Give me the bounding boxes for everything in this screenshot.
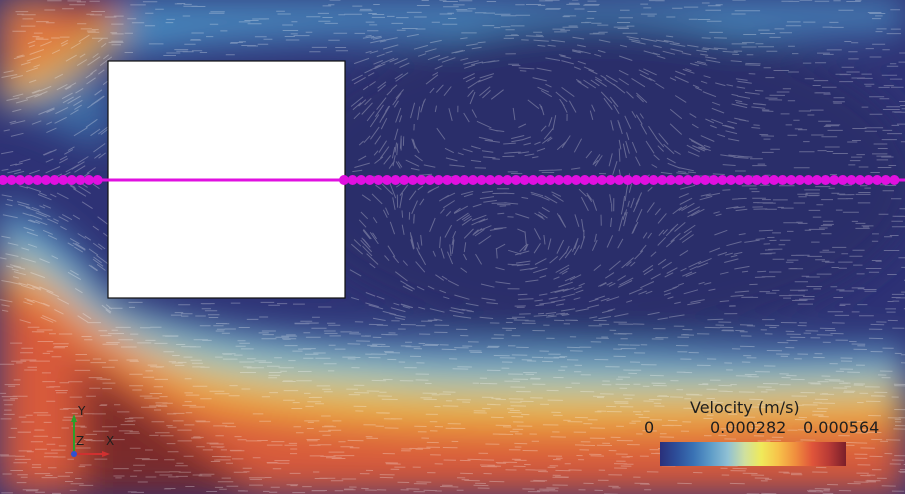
probe-point: [485, 175, 496, 185]
probe-point: [760, 175, 771, 185]
probe-point: [92, 175, 103, 185]
probe-point: [75, 175, 86, 185]
probe-point: [511, 175, 521, 185]
axes-triad-icon: [71, 414, 110, 457]
probe-point: [0, 175, 8, 185]
probe-point: [880, 175, 891, 185]
legend-tick-mid: 0.000282: [710, 418, 787, 437]
probe-point: [597, 175, 607, 185]
probe-point: [399, 175, 410, 185]
color-legend: Velocity (m/s) 0 0.000282 0.000564: [640, 396, 890, 476]
probe-point: [347, 175, 358, 185]
probe-point: [751, 175, 762, 185]
probe-point: [554, 175, 564, 185]
probe-point: [837, 175, 848, 185]
axis-z-label: Z: [76, 434, 85, 448]
probe-point: [32, 175, 43, 185]
probe-point: [364, 175, 375, 185]
legend-tick-max: 0.000564: [803, 418, 880, 437]
probe-point: [84, 175, 94, 185]
probe-point: [407, 175, 418, 185]
probe-point: [700, 175, 711, 185]
probe-point: [588, 175, 599, 185]
legend-tick-min: 0: [644, 418, 655, 437]
probe-point: [459, 175, 470, 185]
probe-point: [493, 175, 504, 185]
probe-point: [674, 175, 685, 185]
probe-point: [614, 175, 625, 185]
probe-point: [726, 175, 736, 185]
probe-point: [734, 175, 745, 185]
probe-point: [769, 175, 779, 185]
probe-point: [425, 175, 435, 185]
axis-x-label: X: [106, 434, 115, 448]
probe-point: [528, 175, 539, 185]
probe-point: [382, 175, 392, 185]
probe-point: [416, 175, 427, 185]
probe-point: [743, 175, 754, 185]
probe-point: [683, 175, 693, 185]
orientation-axes: Y Z X: [60, 400, 120, 464]
probe-point: [390, 175, 401, 185]
probe-point: [562, 175, 573, 185]
probe-point: [829, 175, 840, 185]
probe-point: [433, 175, 444, 185]
probe-point: [579, 175, 590, 185]
probe-point: [373, 175, 384, 185]
probe-point: [786, 175, 797, 185]
axis-y-label: Y: [78, 404, 86, 418]
probe-point: [49, 175, 60, 185]
probe-point: [468, 175, 478, 185]
probe-point: [41, 175, 51, 185]
probe-point: [536, 175, 547, 185]
probe-point: [820, 175, 831, 185]
probe-point: [339, 175, 349, 185]
probe-point: [889, 175, 900, 185]
probe-point: [58, 175, 69, 185]
probe-point: [442, 175, 453, 185]
probe-point: [872, 175, 883, 185]
probe-point: [803, 175, 814, 185]
probe-point: [6, 175, 17, 185]
probe-point: [812, 175, 822, 185]
legend-title: Velocity (m/s): [690, 398, 800, 417]
probe-point: [15, 175, 26, 185]
probe-point: [476, 175, 487, 185]
probe-point: [648, 175, 659, 185]
probe-point: [846, 175, 857, 185]
probe-point: [691, 175, 702, 185]
probe-point: [519, 175, 530, 185]
probe-point: [356, 175, 367, 185]
probe-line: [0, 175, 905, 185]
probe-point: [631, 175, 642, 185]
probe-point: [66, 175, 77, 185]
probe-point: [863, 175, 874, 185]
probe-point: [794, 175, 805, 185]
probe-point: [717, 175, 728, 185]
probe-point: [657, 175, 668, 185]
legend-colorbar: [660, 442, 846, 466]
probe-point: [665, 175, 676, 185]
probe-point: [571, 175, 582, 185]
probe-point: [545, 175, 556, 185]
probe-point: [502, 175, 513, 185]
probe-point: [708, 175, 719, 185]
probe-point: [622, 175, 633, 185]
probe-point: [855, 175, 865, 185]
probe-point: [23, 175, 34, 185]
probe-point: [605, 175, 616, 185]
probe-point: [450, 175, 461, 185]
probe-point: [640, 175, 650, 185]
probe-point: [777, 175, 788, 185]
